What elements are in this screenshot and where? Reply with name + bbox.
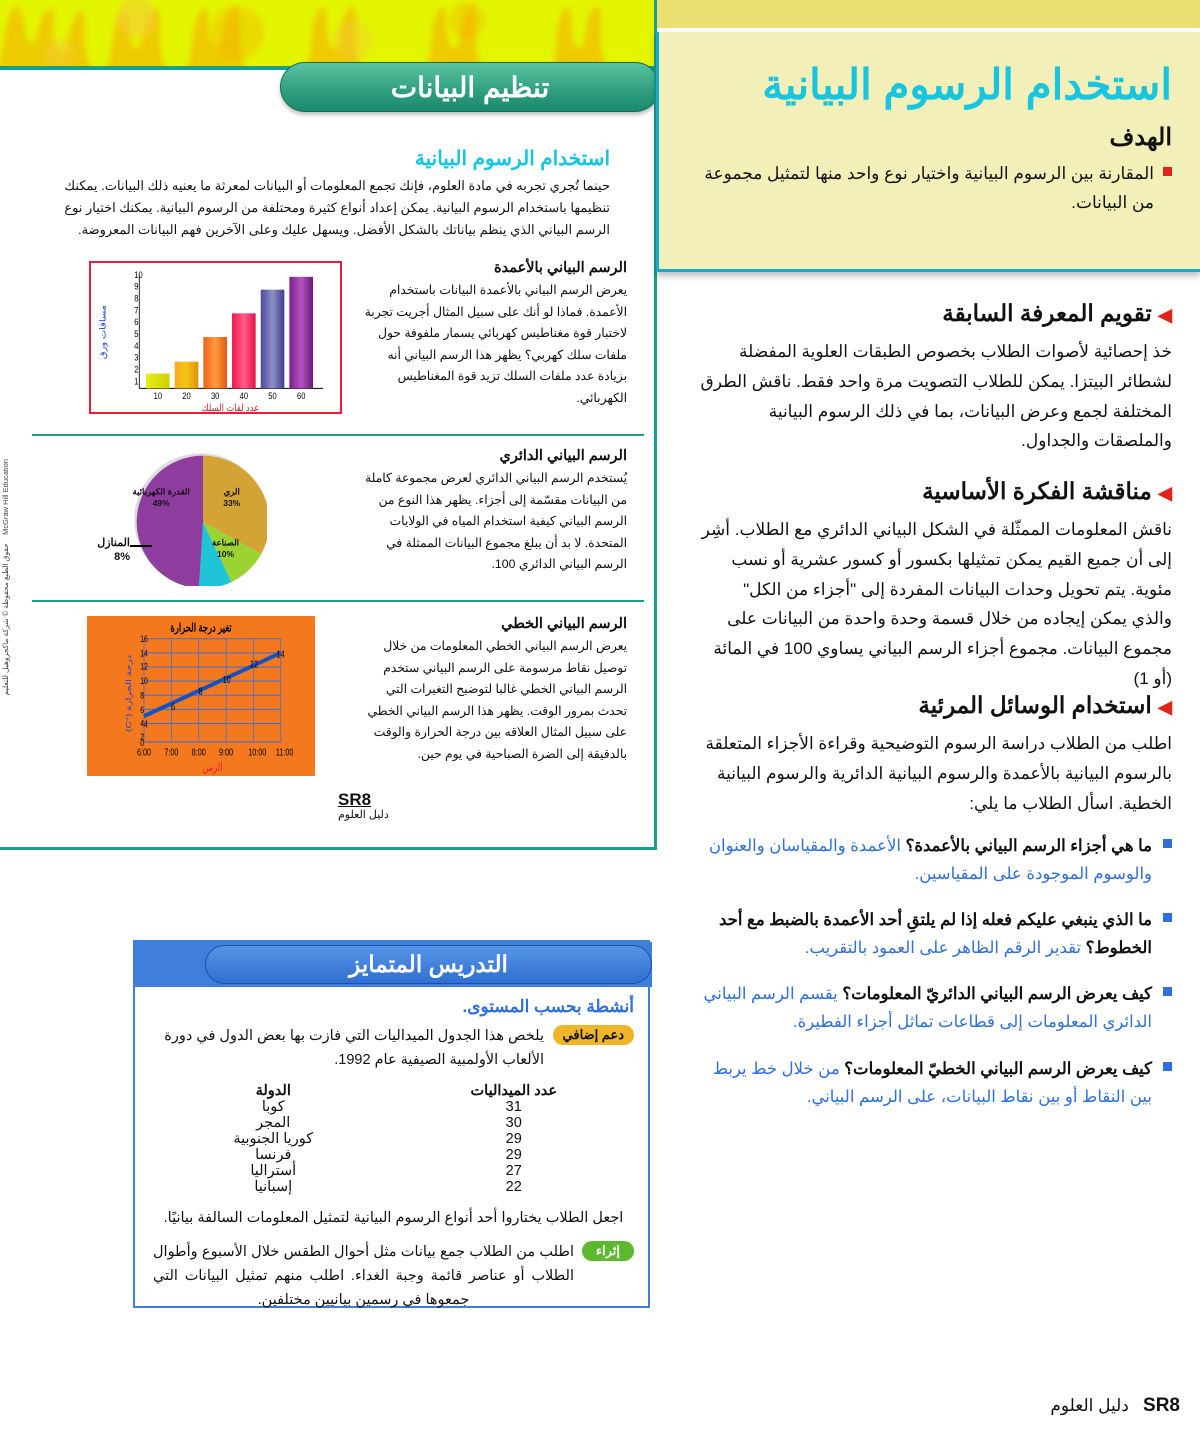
svg-text:9:00: 9:00 [219,746,233,757]
svg-text:49%: 49% [153,498,170,508]
svg-text:11:00: 11:00 [276,746,294,757]
svg-text:8: 8 [140,691,144,701]
svg-text:14: 14 [277,648,285,659]
svg-text:الري: الري [224,487,240,498]
svg-text:20: 20 [182,392,191,402]
svg-text:8:00: 8:00 [192,746,206,757]
svg-text:تغير درجة الحرارة: تغير درجة الحرارة [170,622,231,635]
svg-text:12: 12 [140,662,148,672]
svg-text:30: 30 [211,392,220,402]
svg-text:60: 60 [297,392,306,402]
svg-text:7: 7 [134,306,139,316]
svg-text:6:00: 6:00 [137,746,151,757]
svg-text:50: 50 [268,392,277,402]
svg-text:3: 3 [134,353,139,363]
svg-text:6: 6 [134,318,139,328]
svg-text:33%: 33% [223,498,240,508]
svg-text:الصناعة: الصناعة [212,538,239,548]
svg-text:10:00: 10:00 [248,746,266,757]
svg-text:10: 10 [140,676,148,686]
svg-text:7:00: 7:00 [164,746,178,757]
svg-text:10: 10 [134,270,143,280]
svg-text:5: 5 [134,330,139,340]
svg-text:10%: 10% [217,549,234,559]
svg-text:القدرة الكهربائية: القدرة الكهربائية [133,487,190,498]
svg-text:2: 2 [134,365,139,375]
svg-text:6: 6 [171,701,175,712]
svg-text:10: 10 [154,392,163,402]
svg-text:درجة الحرارة (°C): درجة الحرارة (°C) [124,655,133,732]
svg-text:8: 8 [198,685,202,696]
svg-text:14: 14 [140,648,148,658]
svg-text:40: 40 [240,392,249,402]
svg-text:الزمن: الزمن [202,762,222,775]
svg-text:8: 8 [134,294,139,304]
svg-text:1: 1 [134,377,139,387]
svg-text:16: 16 [140,634,148,644]
svg-text:6: 6 [140,705,144,715]
svg-text:4: 4 [144,718,148,729]
svg-text:مسافات ورق: مسافات ورق [98,305,108,359]
svg-text:12: 12 [250,659,258,670]
svg-text:9: 9 [134,282,139,292]
svg-text:10: 10 [223,674,231,685]
svg-text:عدد لفات السلك: عدد لفات السلك [202,402,260,413]
svg-text:4: 4 [134,341,139,351]
